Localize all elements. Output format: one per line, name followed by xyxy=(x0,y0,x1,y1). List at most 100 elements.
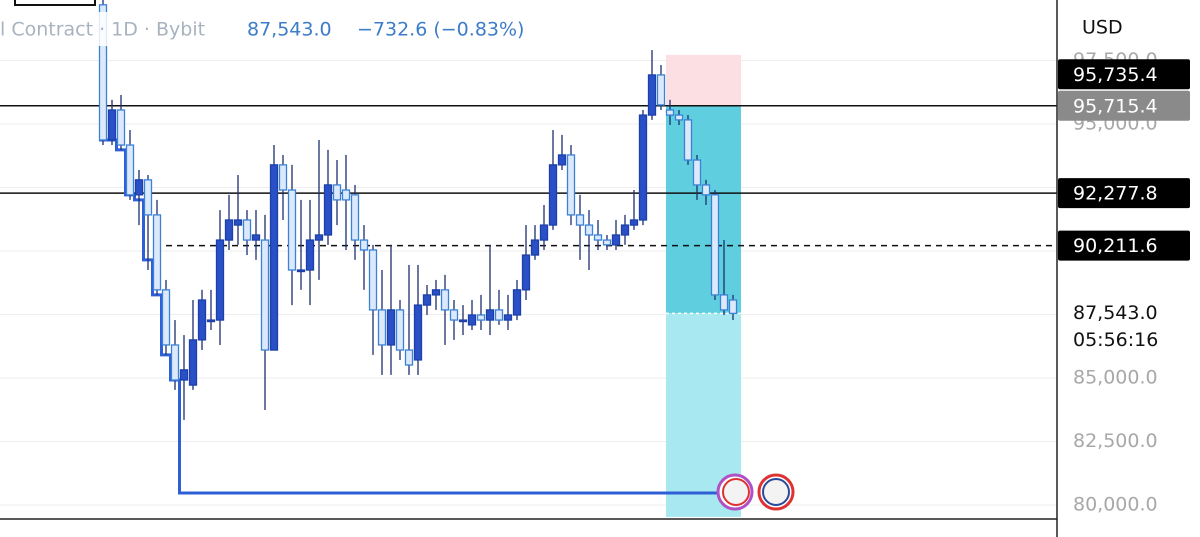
candle-body xyxy=(593,234,603,241)
candle-body xyxy=(692,159,702,186)
candle-body xyxy=(701,184,711,196)
candle-body xyxy=(512,289,522,316)
candle-body xyxy=(566,154,576,216)
price-label: 95,715.4 xyxy=(1073,95,1158,117)
candle-body xyxy=(161,289,171,346)
candle-body xyxy=(332,184,342,201)
candle-body xyxy=(269,164,279,351)
header-bg xyxy=(0,12,560,46)
candle-body xyxy=(440,289,450,311)
y-axis: 80,000.082,500.085,000.087,500.090,000.0… xyxy=(1058,49,1190,515)
candle-body xyxy=(719,294,729,311)
candle-body xyxy=(233,219,243,226)
candle-body xyxy=(206,319,216,323)
candle-body xyxy=(602,239,612,246)
candle-body xyxy=(683,119,693,161)
candle-body xyxy=(242,219,252,241)
y-tick-label: 80,000.0 xyxy=(1073,493,1158,515)
last-price-bg xyxy=(1058,299,1190,342)
event-icon xyxy=(762,478,790,506)
event-icons xyxy=(716,473,795,511)
candle-body xyxy=(170,344,180,381)
header-change: −732.6 (−0.83%) xyxy=(357,19,524,41)
candle-body xyxy=(377,309,387,346)
candle-body xyxy=(350,194,360,241)
plot-area xyxy=(0,0,1057,517)
candle-body xyxy=(323,184,333,236)
y-tick-label: 85,000.0 xyxy=(1073,366,1158,388)
candle-body xyxy=(395,309,405,351)
currency: USD xyxy=(1082,17,1123,39)
candle-body xyxy=(341,189,351,201)
candle-body xyxy=(728,299,738,315)
candle-body xyxy=(296,269,306,273)
price-label: 92,277.8 xyxy=(1073,183,1158,205)
candle-body xyxy=(620,224,630,236)
candle-body xyxy=(368,249,378,311)
candle-body xyxy=(143,179,153,216)
candle-body xyxy=(224,219,234,241)
support-line xyxy=(99,138,720,495)
candle-body xyxy=(638,114,648,221)
candle-body xyxy=(548,164,558,226)
candle-body xyxy=(575,214,585,226)
y-tick-label: 82,500.0 xyxy=(1073,430,1158,452)
candle-body xyxy=(125,144,135,196)
axis-panel xyxy=(1058,0,1200,537)
candle-body xyxy=(494,309,504,321)
candle-body xyxy=(647,74,657,116)
candle-body xyxy=(467,314,477,326)
price-label: 95,735.4 xyxy=(1073,64,1158,86)
candle-body xyxy=(422,294,432,306)
candle-body xyxy=(215,239,225,321)
event-icon xyxy=(722,478,750,506)
candle-body xyxy=(98,4,108,141)
candle-body xyxy=(152,214,162,291)
candle-body xyxy=(485,309,495,321)
price-label: 90,211.6 xyxy=(1073,235,1158,257)
candle-body xyxy=(116,109,126,146)
candle-body xyxy=(557,154,567,166)
price-label-box xyxy=(1058,230,1190,261)
position-zone xyxy=(666,105,741,314)
candle-body xyxy=(584,224,594,236)
candle-body xyxy=(278,164,288,191)
candle-body xyxy=(431,289,441,296)
candle-body xyxy=(134,179,144,196)
candle-body xyxy=(665,109,675,116)
candle-body xyxy=(305,239,315,271)
candle-body xyxy=(386,309,396,346)
candle-body xyxy=(188,339,198,386)
candle-body xyxy=(179,369,189,381)
candle-body xyxy=(629,219,639,226)
candle-body xyxy=(710,194,720,296)
candle-body xyxy=(458,319,468,323)
symbol: l Contract · 1D · Bybit xyxy=(0,19,205,41)
candle-body xyxy=(674,114,684,121)
candle-body xyxy=(539,224,549,241)
candle-body xyxy=(521,254,531,291)
candle-body xyxy=(359,239,369,251)
candle-body xyxy=(530,239,540,256)
candle-body xyxy=(503,314,513,321)
candle-body xyxy=(197,299,207,341)
price-label-box xyxy=(1058,59,1190,90)
candle-body xyxy=(413,304,423,361)
candle-body xyxy=(107,109,117,141)
candle-body xyxy=(476,314,486,321)
candle-body xyxy=(611,234,621,246)
header-price: 87,543.0 xyxy=(247,19,332,41)
last-price-label: 87,543.0 xyxy=(1073,302,1158,324)
price-label-box xyxy=(1058,178,1190,209)
position-zone xyxy=(666,54,741,106)
decoration xyxy=(14,0,96,6)
candle-body xyxy=(314,234,324,241)
candle-body xyxy=(449,309,459,321)
candle-body xyxy=(656,74,666,106)
countdown: 05:56:16 xyxy=(1073,329,1158,351)
price-label-box xyxy=(1058,90,1190,121)
candle-body xyxy=(260,239,270,351)
candle-body xyxy=(287,189,297,271)
candle-body xyxy=(404,349,414,366)
